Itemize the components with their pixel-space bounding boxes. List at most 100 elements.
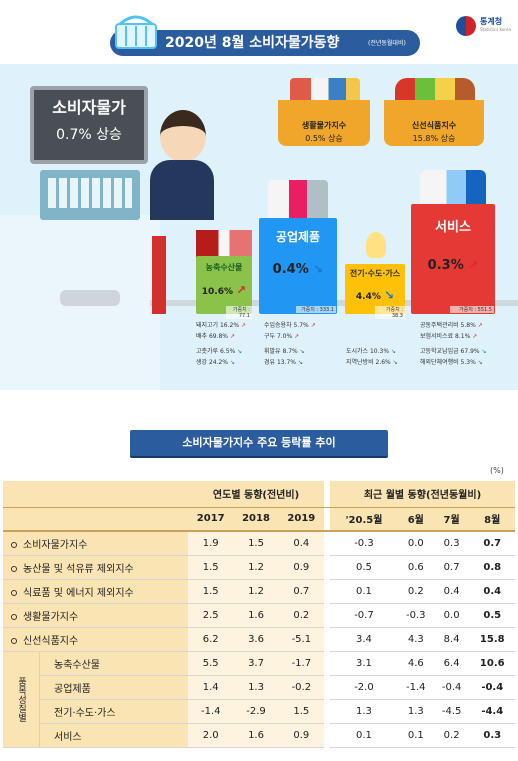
arrow-down-icon: ↘	[313, 262, 324, 276]
table-cell: -1.4	[397, 675, 434, 700]
section-title-bar	[130, 430, 388, 456]
services-icon	[420, 170, 486, 204]
sub-item: 구두 7.0% ↗	[264, 331, 299, 340]
arrow-down-icon: ↘	[299, 348, 305, 355]
sub-item-label: 휘발유 8.7%	[264, 348, 298, 355]
arrow-up-icon: ↗	[472, 333, 478, 340]
arrow-up-icon: ↗	[477, 322, 483, 329]
industry-card	[259, 218, 337, 314]
table-cell: 0.1	[330, 579, 398, 604]
cell-gap	[324, 651, 331, 675]
arrow-up-icon: ↗	[294, 333, 300, 340]
row-label: 소비자물가지수	[3, 531, 189, 556]
table-cell: 1.2	[233, 555, 279, 580]
table-cell: 0.9	[278, 723, 325, 748]
cpi-title: 소비자물가	[52, 98, 126, 117]
agri-value: 10.6% ↗	[196, 283, 252, 297]
sub-item: 보험서비스료 8.1% ↗	[420, 331, 477, 340]
living-index-basket	[278, 100, 370, 146]
table-cell: 1.5	[233, 531, 279, 556]
sub-item: 배추 69.8% ↗	[196, 331, 235, 340]
sub-item: 돼지고기 16.2% ↗	[196, 320, 246, 329]
sub-item: 고등학교납입금 67.9% ↘	[420, 346, 487, 355]
arrow-up-icon: ↗	[310, 322, 316, 329]
arrow-down-icon: ↘	[477, 359, 483, 366]
table-cell: 2.0	[188, 723, 234, 748]
table-cell: 3.4	[330, 627, 398, 652]
table-cell: 0.2	[433, 723, 470, 748]
sub-item-label: 지역난방비 2.6%	[346, 359, 391, 366]
unit-label: (%)	[490, 466, 504, 475]
table-row: 품목성질별 농축수산물 5.5 3.7 -1.7 3.1 4.6 6.4 10.6	[3, 651, 515, 748]
col-header: 6월	[397, 507, 434, 532]
header-gap	[324, 507, 331, 532]
row-label-text: 생활물가지수	[23, 611, 79, 623]
sub-item: 공동주택관리비 5.8% ↗	[420, 320, 483, 329]
cell-gap	[324, 579, 331, 603]
table-cell: -0.4	[469, 675, 515, 700]
fresh-food-icon	[395, 78, 475, 102]
cpi-value: 0.7% 상승	[56, 127, 122, 143]
table-cell: 1.6	[233, 723, 279, 748]
sub-item-label: 고춧가루 6.5%	[196, 348, 236, 355]
table-cell: 1.5	[278, 699, 325, 724]
table-cell: 0.9	[278, 555, 325, 580]
col-header: 2017	[188, 507, 234, 532]
table-header-row: 2017 2018 2019 '20.5월 6월 7월 8월	[3, 507, 515, 532]
table-cell: 0.1	[330, 723, 398, 748]
row-label: 공업제품	[39, 675, 189, 700]
cashier-head-icon	[160, 110, 206, 162]
arrow-down-icon: ↘	[390, 348, 397, 355]
bullet-circle-icon	[11, 589, 17, 596]
row-label-text: 식료품 및 에너지 제외지수	[23, 587, 134, 599]
row-label: 서비스	[39, 723, 189, 748]
header-blank	[3, 481, 189, 508]
table-cell: 1.2	[233, 579, 279, 604]
row-label: 식료품 및 에너지 제외지수	[3, 579, 189, 604]
row-label: 신선식품지수	[3, 627, 189, 652]
table-cell: 0.2	[278, 603, 325, 628]
table-cell: 0.4	[469, 579, 515, 604]
sub-item: 해외단체여행비 5.3% ↘	[420, 357, 483, 366]
agri-card	[196, 256, 252, 314]
industry-name: 공업제품	[275, 230, 321, 244]
utilities-value-text: 4.4%	[355, 292, 381, 302]
table-cell: -4.5	[433, 699, 470, 724]
sub-item-label: 돼지고기 16.2%	[196, 322, 240, 329]
utilities-weight: 가중치 : 38.3	[375, 306, 405, 319]
statistics-korea-logo-icon	[456, 16, 476, 36]
table-cell: 0.1	[397, 723, 434, 748]
page-subtitle: (전년동월대비)	[368, 40, 406, 47]
table-cell: -2.0	[330, 675, 398, 700]
barcode-scanner-icon	[60, 290, 120, 306]
services-name: 서비스	[435, 220, 471, 235]
table-cell: -0.3	[330, 531, 398, 556]
arrow-down-icon: ↘	[481, 348, 487, 355]
table-cell: 10.6	[469, 651, 515, 676]
cell-gap	[324, 723, 331, 747]
table-cell: 0.7	[469, 531, 515, 556]
table-cell: 2.5	[188, 603, 234, 628]
lightbulb-icon	[366, 232, 386, 258]
table-row: 생활물가지수 2.5 1.6 0.2 -0.7 -0.3 0.0 0.5	[3, 603, 515, 628]
cashier-body-icon	[150, 160, 214, 220]
row-label: 전기·수도·가스	[39, 699, 189, 724]
table-row: 서비스 2.0 1.6 0.9 0.1 0.1 0.2 0.3	[3, 723, 515, 748]
title-banner	[110, 30, 420, 56]
sub-item: 경유 13.7% ↘	[264, 357, 303, 366]
services-card	[411, 204, 495, 314]
cell-gap	[324, 675, 331, 699]
table-cell: 0.5	[330, 555, 398, 580]
table-cell: 15.8	[469, 627, 515, 652]
table-cell: 1.9	[188, 531, 234, 556]
services-value: 0.3% ↗	[411, 258, 495, 273]
arrow-down-icon: ↘	[392, 359, 398, 366]
register-keypad	[48, 178, 132, 208]
sub-item: 휘발유 8.7% ↘	[264, 346, 305, 355]
header-gap	[324, 481, 331, 508]
utilities-value: 4.4% ↘	[345, 288, 405, 302]
fresh-food-basket	[384, 100, 484, 146]
sub-item-label: 수입승용차 5.7%	[264, 322, 309, 329]
arrow-down-icon: ↘	[297, 359, 303, 366]
table-cell: 0.2	[397, 579, 434, 604]
